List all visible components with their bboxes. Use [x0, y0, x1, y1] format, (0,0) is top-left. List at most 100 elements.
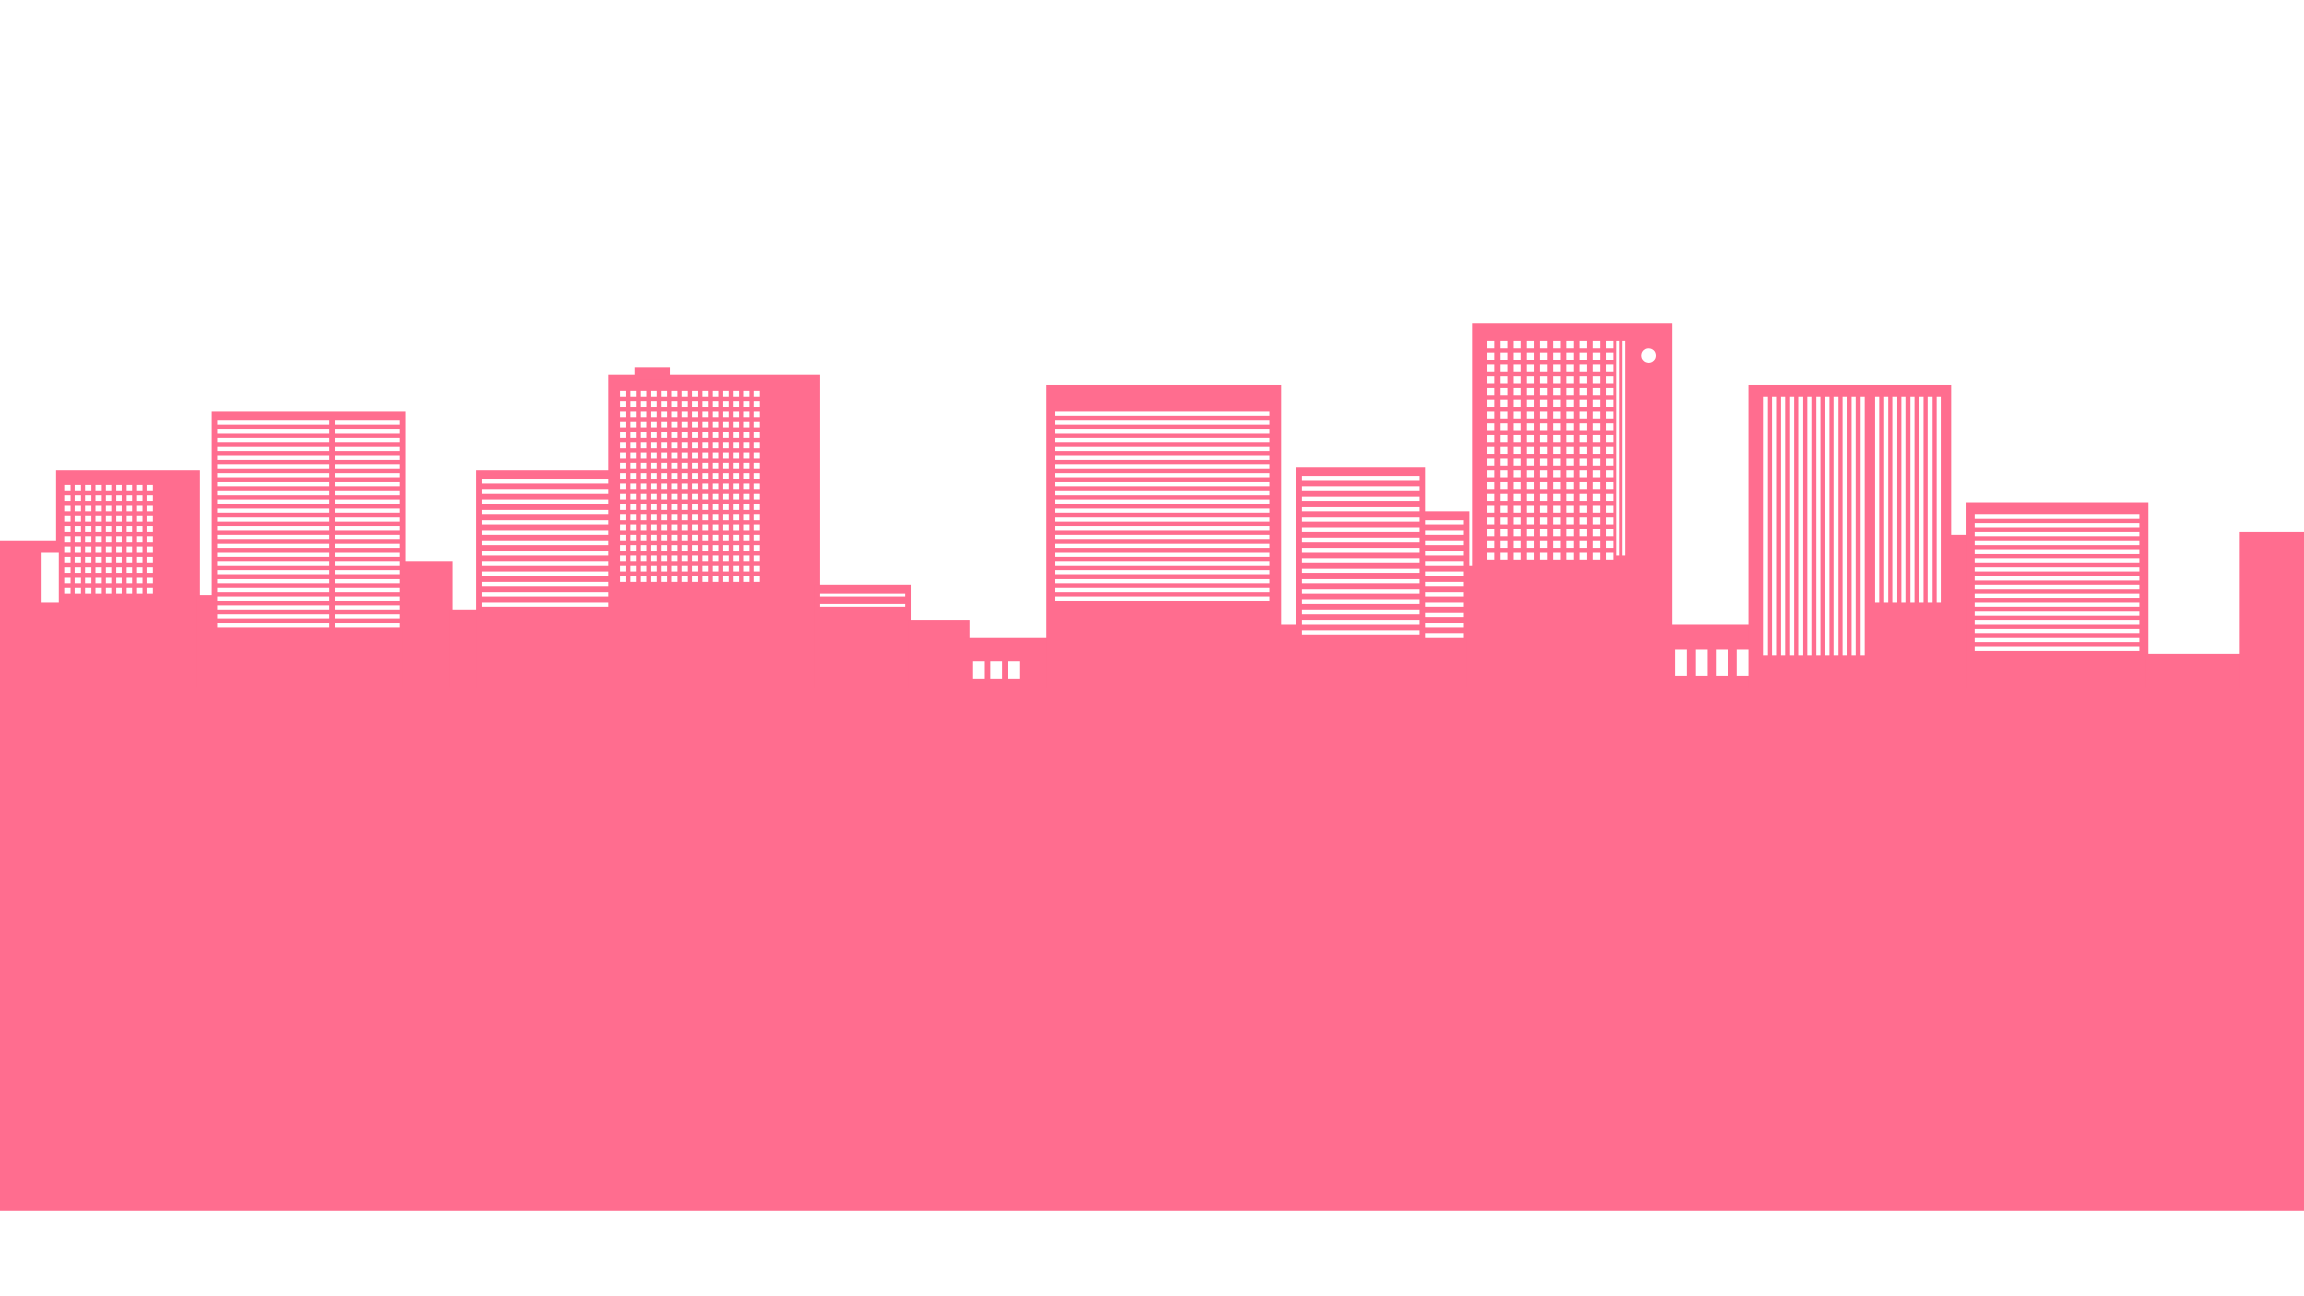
- window-cell: [671, 432, 678, 438]
- window-cell: [661, 421, 668, 428]
- window-row: [217, 429, 330, 434]
- window-cell: [1579, 493, 1587, 502]
- window-cell: [620, 411, 626, 418]
- window-cell: [702, 411, 709, 418]
- window-cell: [64, 484, 71, 491]
- window-cell: [116, 495, 122, 502]
- window-cell: [136, 505, 143, 512]
- window-cell: [64, 495, 71, 502]
- window-cell: [136, 587, 143, 594]
- window-cell: [1566, 446, 1574, 455]
- window-cell: [702, 432, 709, 438]
- window-cell: [733, 401, 740, 408]
- window-cell: [753, 473, 760, 480]
- window-cell: [733, 534, 740, 541]
- window-cell: [1500, 340, 1508, 349]
- window-cell: [640, 504, 647, 510]
- window-cell: [1513, 528, 1521, 537]
- window-cell: [1539, 364, 1548, 372]
- window-row: [1974, 567, 2140, 572]
- window-cell: [640, 473, 647, 480]
- window-cell: [1487, 376, 1495, 384]
- window-cell: [1526, 528, 1535, 537]
- window-cell: [1539, 423, 1548, 431]
- window-cell: [640, 390, 647, 397]
- window-cell: [743, 390, 750, 397]
- window-cell: [126, 556, 133, 563]
- window-row: [481, 551, 609, 556]
- window-cell: [753, 514, 760, 521]
- window-cell: [1579, 340, 1587, 349]
- window-cell: [681, 473, 688, 480]
- window-cell: [1539, 411, 1548, 419]
- window-cell: [692, 390, 698, 397]
- window-cell: [681, 432, 688, 438]
- window-row: [1301, 486, 1420, 491]
- window-cell: [1500, 552, 1508, 560]
- window-cell: [1592, 399, 1601, 408]
- window-cell: [733, 565, 740, 572]
- window-cell: [1553, 340, 1561, 349]
- window-cell: [116, 546, 122, 553]
- arch-window: [1736, 649, 1749, 676]
- window-details: [41, 348, 1749, 679]
- window-cell: [126, 526, 133, 532]
- window-cell: [1539, 458, 1548, 466]
- window-cell: [1592, 481, 1601, 490]
- window-cell: [671, 555, 678, 562]
- window-cell: [733, 432, 740, 438]
- window-cell: [661, 462, 668, 469]
- window-cell: [722, 534, 729, 541]
- window-cell: [1566, 540, 1574, 549]
- window-cell: [753, 421, 760, 428]
- window-cell: [661, 473, 668, 480]
- building-mid-low-2: [908, 620, 970, 688]
- window-cell: [126, 546, 133, 553]
- window-cell: [722, 576, 729, 582]
- window-cell: [681, 545, 688, 552]
- window-cell: [1500, 481, 1508, 490]
- window-cell: [753, 462, 760, 469]
- window-row: [1974, 611, 2140, 616]
- window-cell: [1592, 434, 1601, 443]
- window-cell: [1592, 540, 1601, 549]
- window-cell: [702, 504, 709, 510]
- window-cell: [671, 493, 678, 500]
- window-column: [1763, 396, 1768, 656]
- window-cell: [712, 565, 719, 572]
- window-cell: [64, 587, 71, 594]
- window-cell: [1487, 552, 1495, 560]
- window-row: [217, 561, 330, 566]
- window-cell: [620, 401, 626, 408]
- window-cell: [1553, 352, 1561, 360]
- window-cell: [146, 556, 153, 563]
- window-cell: [1526, 446, 1535, 455]
- window-cell: [1539, 528, 1548, 537]
- window-cell: [1500, 352, 1508, 360]
- window-cell: [620, 462, 626, 469]
- window-cell: [74, 577, 81, 584]
- window-cell: [85, 526, 92, 532]
- window-cell: [1500, 470, 1508, 478]
- window-cell: [1553, 481, 1561, 490]
- window-row: [1301, 578, 1420, 584]
- window-cell: [74, 536, 81, 543]
- window-cell: [702, 555, 709, 562]
- window-cell: [692, 442, 698, 449]
- window-cell: [64, 556, 71, 563]
- window-row: [335, 526, 400, 531]
- window-cell: [712, 576, 719, 582]
- window-cell: [1487, 423, 1495, 431]
- window-cell: [712, 504, 719, 510]
- window-cell: [753, 411, 760, 418]
- window-cell: [1592, 552, 1601, 560]
- window-column: [1842, 396, 1848, 656]
- window-cell: [85, 505, 92, 512]
- window-cell: [733, 514, 740, 521]
- window-cell: [661, 411, 668, 418]
- window-cell: [692, 411, 698, 418]
- window-cell: [146, 536, 153, 543]
- window-cell: [1539, 552, 1548, 560]
- window-cell: [1487, 458, 1495, 466]
- window-bands: [64, 340, 2140, 656]
